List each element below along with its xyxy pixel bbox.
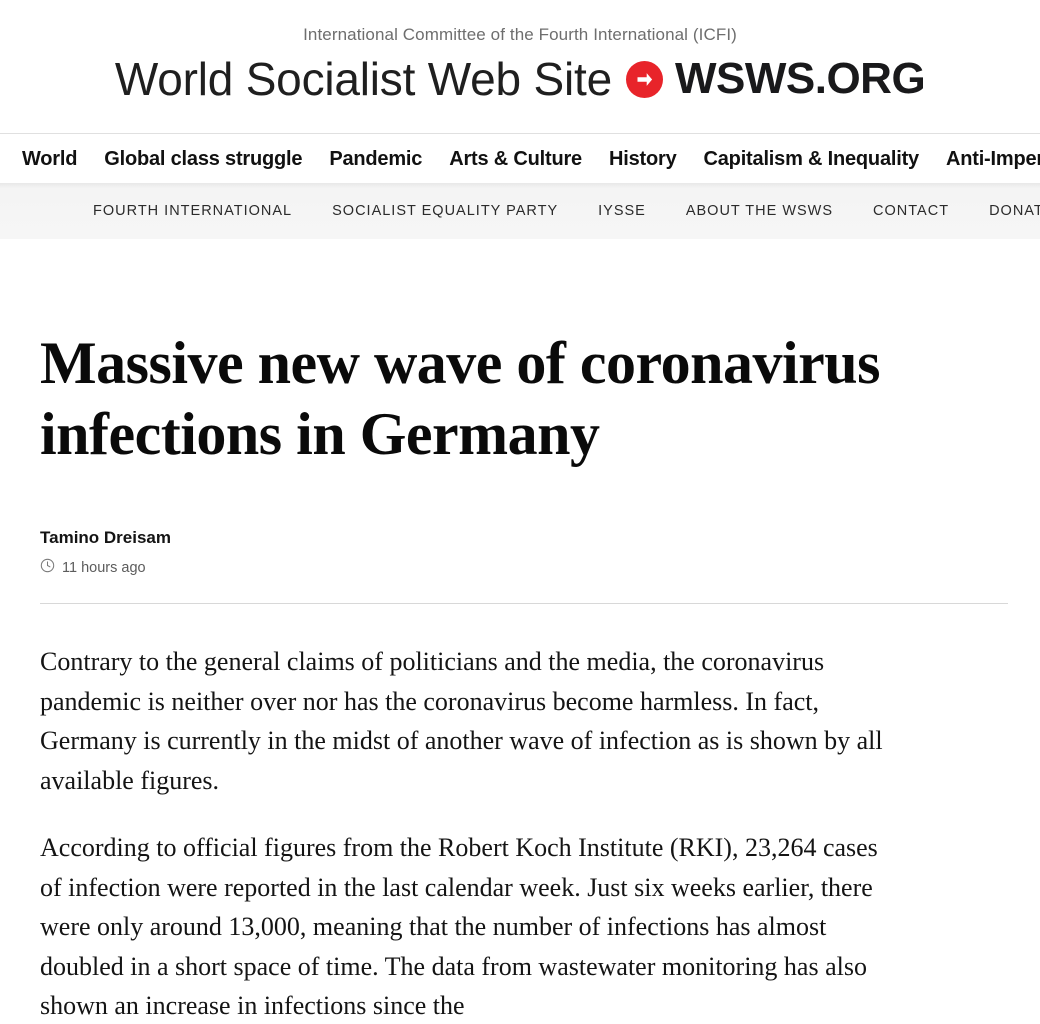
site-masthead: International Committee of the Fourth In… bbox=[0, 0, 1040, 134]
subnav-item-donate[interactable]: DONATE bbox=[989, 203, 1040, 219]
byline-divider bbox=[40, 603, 1008, 605]
nav-item-world[interactable]: World bbox=[21, 147, 78, 170]
nav-item-capitalism-and-inequality[interactable]: Capitalism & Inequality bbox=[703, 147, 920, 170]
article-paragraph: Contrary to the general claims of politi… bbox=[40, 647, 883, 795]
nav-item-history[interactable]: History bbox=[609, 147, 677, 170]
arrow-right-icon bbox=[625, 60, 663, 98]
article-body: Massive new wave of coronavirus infectio… bbox=[0, 240, 1040, 1024]
logo-wordmark: World Socialist Web Site bbox=[114, 53, 612, 106]
nav-item-global-class-struggle[interactable]: Global class struggle bbox=[104, 147, 303, 170]
site-logo[interactable]: World Socialist Web Site WSWS.ORG bbox=[0, 56, 1040, 102]
site-tagline: International Committee of the Fourth In… bbox=[303, 25, 737, 44]
subnav-item-contact[interactable]: CONTACT bbox=[873, 203, 950, 219]
subnav-item-about-the-wsws[interactable]: ABOUT THE WSWS bbox=[685, 203, 834, 219]
nav-item-pandemic[interactable]: Pandemic bbox=[329, 147, 423, 170]
clock-icon bbox=[40, 558, 55, 578]
article-timestamp-row: 11 hours ago bbox=[40, 558, 1000, 578]
article-timestamp: 11 hours ago bbox=[62, 559, 146, 576]
primary-nav-list: s World Global class struggle Pandemic A… bbox=[0, 149, 1040, 169]
logo-dotorg: WSWS.ORG bbox=[674, 54, 926, 104]
article-author[interactable]: Tamino Dreisam bbox=[40, 527, 172, 547]
primary-navigation[interactable]: s World Global class struggle Pandemic A… bbox=[0, 134, 1040, 183]
article-headline: Massive new wave of coronavirus infectio… bbox=[40, 330, 880, 468]
subnav-item-iysse[interactable]: IYSSE bbox=[598, 203, 646, 219]
article-byline: Tamino Dreisam 11 hours ago bbox=[40, 528, 1000, 578]
subnav-item-fourth-international[interactable]: FOURTH INTERNATIONAL bbox=[93, 203, 293, 219]
article-paragraphs: Contrary to the general claims of politi… bbox=[40, 642, 900, 1024]
article-paragraph: According to official figures from the R… bbox=[40, 833, 878, 1021]
secondary-navigation[interactable]: FOURTH INTERNATIONAL SOCIALIST EQUALITY … bbox=[0, 183, 1040, 240]
nav-item-arts-and-culture[interactable]: Arts & Culture bbox=[449, 147, 582, 170]
nav-item-anti-imperialism[interactable]: Anti-Imperialism bbox=[945, 147, 1040, 170]
subnav-item-socialist-equality-party[interactable]: SOCIALIST EQUALITY PARTY bbox=[332, 203, 559, 219]
